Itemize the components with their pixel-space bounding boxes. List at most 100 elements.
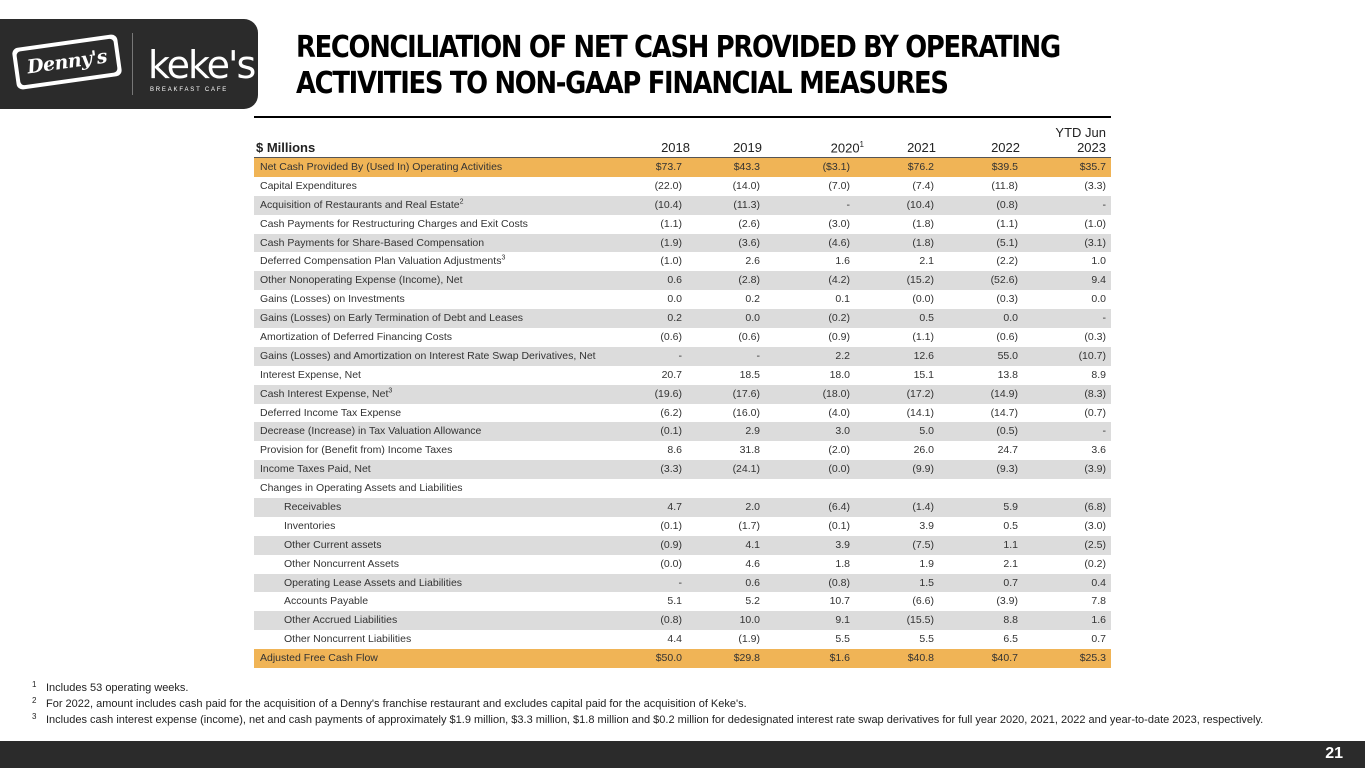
table-cell: -: [1102, 312, 1107, 325]
table-cell: 24.7: [997, 444, 1018, 457]
footnote-ref: 2: [459, 198, 464, 206]
table-cell: 9.1: [835, 614, 850, 627]
row-label: Changes in Operating Assets and Liabilit…: [260, 479, 463, 498]
table-cell: 0.1: [835, 293, 850, 306]
table-row: Cash Interest Expense, Net3 (19.6) (17.6) (…: [254, 384, 1111, 404]
table-cell: 2.1: [919, 255, 934, 268]
table-row: Operating Lease Assets and Liabilities - 0…: [254, 573, 1111, 593]
table-cell: (3.1): [1084, 236, 1106, 249]
table-cell: (1.4): [912, 501, 934, 514]
table-cell: (0.1): [828, 519, 850, 532]
table-cell: (0.8): [828, 576, 850, 589]
row-label-text: Net Cash Provided By (Used In) Operating…: [260, 161, 503, 173]
footnote-ref: 1: [859, 139, 864, 149]
table-cell: (15.2): [906, 274, 934, 287]
row-label-text: Other Nonoperating Expense (Income), Net: [260, 274, 463, 287]
table-cell: $76.2: [907, 161, 934, 173]
row-label-text: Gains (Losses) on Early Termination of D…: [260, 312, 524, 325]
table-cell: 5.5: [835, 633, 850, 646]
footnote-text: Includes cash interest expense (income),…: [46, 714, 1264, 726]
table-cell: $35.7: [1079, 161, 1106, 173]
table-cell: 6.5: [1003, 633, 1018, 646]
table-cell: (10.4): [654, 198, 682, 211]
table-cell: 0.0: [667, 293, 682, 306]
row-label-text: Cash Interest Expense, Net: [260, 387, 389, 400]
table-cell: (1.7): [738, 519, 760, 532]
table-cell: -: [678, 349, 683, 362]
table-row: Other Current assets (0.9) 4.1 3.9 (7.5) 1.1 (…: [254, 535, 1111, 555]
column-header: 2022: [940, 140, 1020, 155]
table-cell: 8.6: [667, 444, 682, 457]
table-cell: 1.6: [835, 255, 850, 268]
row-label: Other Noncurrent Liabilities: [284, 630, 411, 649]
row-label: Operating Lease Assets and Liabilities: [284, 574, 462, 593]
row-label-text: Income Taxes Paid, Net: [260, 463, 371, 476]
table-cell: (6.4): [828, 501, 850, 514]
table-cell: (0.0): [660, 557, 682, 570]
footer-bar: 21: [0, 741, 1365, 768]
table-cell: (0.2): [1084, 557, 1106, 570]
table-cell: ($3.1): [822, 161, 850, 173]
table-cell: (2.6): [738, 217, 760, 230]
row-label-text: Other Current assets: [284, 538, 382, 551]
row-label: Provision for (Benefit from) Income Taxe…: [260, 441, 452, 460]
row-label-text: Gains (Losses) on Investments: [260, 293, 405, 306]
table-cell: (11.3): [733, 198, 760, 211]
table-cell: 1.8: [835, 557, 850, 570]
table-cell: (3.6): [738, 236, 760, 249]
table-header: $ Millions 2018 2019 20201 2021 2022 YTD Jun …: [254, 118, 1111, 158]
table-cell: 2.0: [745, 501, 760, 514]
row-label-text: Changes in Operating Assets and Liabilit…: [260, 482, 463, 495]
table-cell: 4.1: [745, 538, 760, 551]
table-cell: (0.7): [1084, 406, 1106, 419]
table-row: Decrease (Increase) in Tax Valuation All…: [254, 422, 1111, 442]
column-header: 2019: [682, 140, 762, 155]
row-label-text: Gains (Losses) and Amortization on Inter…: [260, 349, 596, 362]
table-cell: 4.6: [745, 557, 760, 570]
table-cell: $29.8: [733, 652, 760, 665]
row-label-text: Operating Lease Assets and Liabilities: [284, 576, 463, 589]
row-label-text: Adjusted Free Cash Flow: [260, 652, 378, 665]
row-label-text: Inventories: [284, 519, 336, 532]
table-cell: $50.0: [655, 652, 682, 665]
table-cell: (0.6): [660, 331, 682, 344]
table-top-rule: [254, 116, 1111, 118]
table-body: Net Cash Provided By (Used In) Operating…: [254, 158, 1111, 669]
table-cell: (0.6): [996, 331, 1018, 344]
reconciliation-table: $ Millions 2018 2019 20201 2021 2022 YTD Jun …: [254, 116, 1111, 669]
table-row: Provision for (Benefit from) Income Taxe…: [254, 441, 1111, 460]
table-cell: (4.2): [828, 274, 850, 287]
row-label: Deferred Income Tax Expense: [260, 404, 401, 423]
table-row: Deferred Income Tax Expense (6.2) (16.0) (4…: [254, 404, 1111, 423]
row-label: Other Noncurrent Assets: [284, 555, 399, 574]
table-cell: 5.9: [1003, 501, 1018, 514]
table-cell: (1.9): [738, 633, 760, 646]
table-cell: (1.1): [912, 331, 934, 344]
table-cell: 5.5: [919, 633, 934, 646]
row-label-text: Other Noncurrent Liabilities: [284, 633, 412, 646]
table-cell: (17.2): [906, 387, 934, 400]
table-cell: 4.7: [667, 501, 682, 514]
table-cell: (0.8): [660, 614, 682, 627]
table-cell: (22.0): [654, 179, 682, 192]
table-cell: (9.3): [996, 463, 1018, 476]
table-cell: (0.0): [912, 293, 934, 306]
table-row: Cash Payments for Restructuring Charges …: [254, 215, 1111, 234]
table-row: Gains (Losses) on Investments 0.0 0.2 0.1 (0…: [254, 290, 1111, 309]
table-cell: $1.6: [829, 652, 850, 665]
table-cell: 0.0: [745, 312, 760, 325]
row-label-text: Receivables: [284, 501, 342, 514]
row-label: Gains (Losses) on Investments: [260, 290, 405, 309]
column-header-text: YTD Jun 2023: [1055, 125, 1106, 155]
table-cell: (1.1): [660, 217, 682, 230]
table-cell: (7.4): [912, 179, 934, 192]
row-label: Adjusted Free Cash Flow: [260, 649, 378, 668]
table-cell: (14.9): [990, 387, 1018, 400]
row-label-text: Interest Expense, Net: [260, 368, 361, 381]
row-label-text: Accounts Payable: [284, 595, 369, 608]
row-label: Gains (Losses) and Amortization on Inter…: [260, 347, 596, 366]
table-cell: (6.8): [1084, 501, 1106, 514]
table-cell: 5.0: [919, 425, 934, 438]
table-cell: 20.7: [661, 368, 682, 381]
table-cell: 31.8: [739, 444, 760, 457]
